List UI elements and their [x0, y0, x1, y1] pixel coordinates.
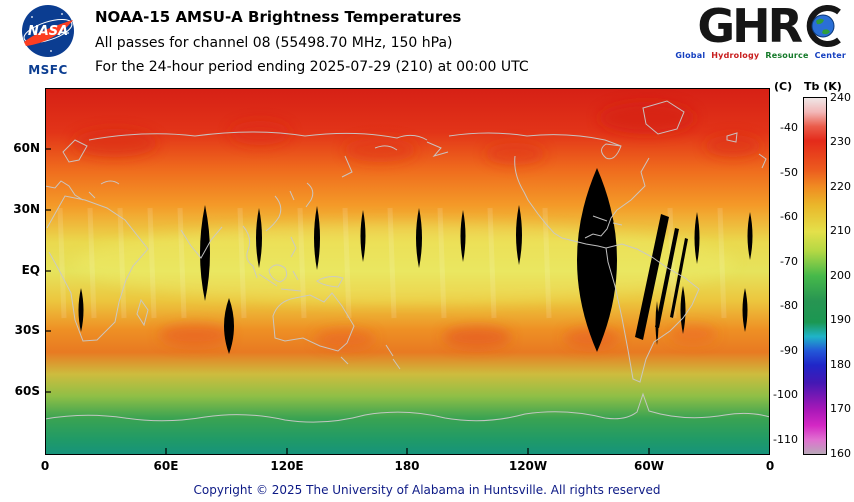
- lon-label-120e: 120E: [270, 459, 304, 473]
- colorbar-tick-k: 160: [830, 447, 851, 460]
- temperature-anomaly-blobs: [73, 102, 761, 349]
- lat-label-eq: EQ: [21, 263, 40, 277]
- colorbar-tick-c: -80: [780, 299, 798, 312]
- colorbar-tick-c: -70: [780, 255, 798, 268]
- lat-label-30s: 30S: [14, 323, 40, 337]
- colorbar-tick-k: 190: [830, 313, 851, 326]
- colorbar: [803, 97, 827, 455]
- map-frame: [45, 88, 770, 455]
- lon-label-60w: 60W: [634, 459, 664, 473]
- colorbar-tick-k: 170: [830, 402, 851, 415]
- colorbar-tick-c: -50: [780, 166, 798, 179]
- ghrc-tagline-word: Center: [814, 51, 846, 60]
- nasa-insignia-icon: NASA: [22, 5, 74, 57]
- south-america-data-gap: [577, 168, 617, 352]
- lon-label-180: 180: [394, 459, 420, 473]
- colorbar-tick-c: -110: [773, 433, 798, 446]
- colorbar-tick-c: -60: [780, 210, 798, 223]
- title-block: NOAA-15 AMSU-A Brightness Temperatures A…: [95, 8, 529, 83]
- lat-label-30n: 30N: [13, 202, 40, 216]
- period-subtitle: For the 24-hour period ending 2025-07-29…: [95, 59, 529, 75]
- colorbar-tick-c: -90: [780, 344, 798, 357]
- channel-subtitle: All passes for channel 08 (55498.70 MHz,…: [95, 35, 453, 51]
- colorbar-tick-k: 230: [830, 135, 851, 148]
- data-gap-regions: [78, 168, 753, 354]
- colorbar-tick-c: -100: [773, 388, 798, 401]
- colorbar-tick-k: 220: [830, 180, 851, 193]
- colorbar-tick-k: 180: [830, 358, 851, 371]
- nasa-wordmark: NASA: [28, 24, 68, 39]
- ghrc-tagline-word: Global: [675, 51, 706, 60]
- colorbar-title-kelvin: Tb (K): [804, 80, 842, 93]
- lat-label-60n: 60N: [13, 141, 40, 155]
- lat-label-60s: 60S: [14, 384, 40, 398]
- lon-label-60e: 60E: [153, 459, 179, 473]
- ghrc-logo-top: GHR: [656, 2, 846, 50]
- colorbar-tick-c: -40: [780, 121, 798, 134]
- page-title: NOAA-15 AMSU-A Brightness Temperatures: [95, 8, 462, 26]
- colorbar-tick-k: 240: [830, 91, 851, 104]
- ghrc-logo: GHR Global Hydrology Resource Center: [656, 2, 846, 60]
- nasa-center-label: MSFC: [28, 63, 68, 77]
- lon-label-0-left: 0: [40, 459, 50, 473]
- nasa-logo: NASA MSFC: [12, 3, 84, 77]
- coastlines: [45, 100, 770, 423]
- brightness-temperature-map: [45, 88, 770, 455]
- colorbar-tick-k: 200: [830, 269, 851, 282]
- lon-label-120w: 120W: [508, 459, 548, 473]
- ghrc-letters: GHR: [697, 0, 803, 53]
- colorbar-tick-k: 210: [830, 224, 851, 237]
- ghrc-globe-icon: [806, 5, 841, 47]
- colorbar-title-celsius: (C): [774, 80, 793, 93]
- ghrc-tagline-word: Resource: [765, 51, 809, 60]
- ghrc-tagline-word: Hydrology: [711, 51, 760, 60]
- copyright-line: Copyright © 2025 The University of Alaba…: [193, 483, 661, 497]
- ghrc-tagline: Global Hydrology Resource Center: [656, 51, 846, 60]
- lon-label-0-right: 0: [765, 459, 775, 473]
